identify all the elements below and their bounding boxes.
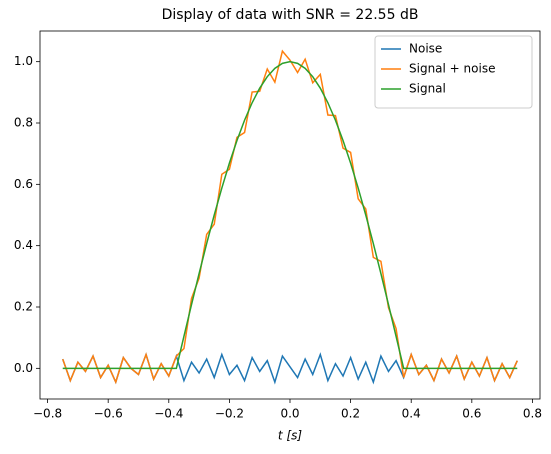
chart-title: Display of data with SNR = 22.55 dB [162,7,419,23]
x-tick-label: 0.4 [402,407,421,421]
x-tick-label: −0.4 [154,407,183,421]
y-tick-label: 0.4 [14,238,33,252]
y-tick-label: 1.0 [14,54,33,68]
legend-label: Signal [409,82,446,96]
legend-box [374,35,533,109]
legend-label: Noise [409,42,442,56]
x-tick-label: 0.8 [523,407,542,421]
legend: Noise Signal + noise Signal [374,35,533,109]
y-tick-label: 0.2 [14,300,33,314]
series-line [62,49,518,385]
x-tick-label: −0.8 [33,407,62,421]
legend-label: Signal + noise [409,62,495,76]
y-tick-label: 0.0 [14,361,33,375]
y-tick-label: 0.6 [14,177,33,191]
x-tick-label: 0.0 [280,407,299,421]
x-tick-label: 0.2 [341,407,360,421]
y-tick-label: 0.8 [14,116,33,130]
x-tick-label: −0.6 [94,407,123,421]
x-tick-label: −0.2 [215,407,244,421]
x-tick-label: 0.6 [462,407,481,421]
x-axis-label: t [s] [278,429,302,443]
series-line [62,60,518,370]
plot-frame [39,30,541,400]
